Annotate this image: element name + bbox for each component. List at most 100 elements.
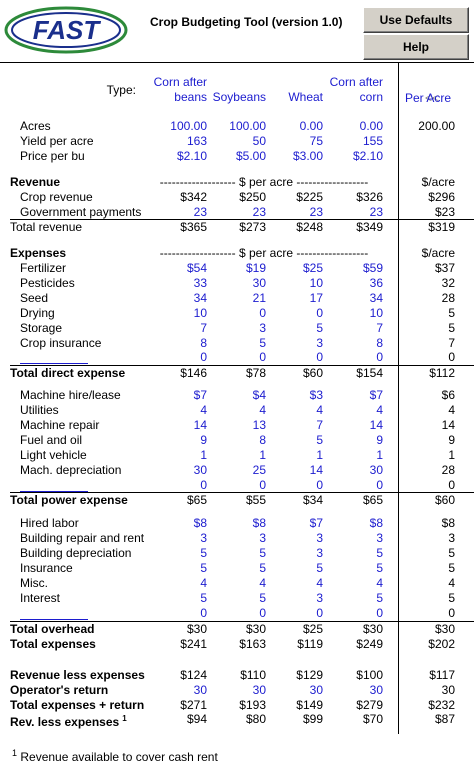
- cell-value: 7: [316, 418, 323, 432]
- row-label: Misc.: [20, 576, 48, 590]
- per-acre-value: 5: [448, 306, 455, 320]
- cell-value: 5: [200, 591, 207, 605]
- row-label: Price per bu: [20, 149, 85, 163]
- per-acre-value: 9: [448, 433, 455, 447]
- row-label-text: Yield per acre: [20, 134, 94, 148]
- cell-value: 0.00: [299, 119, 323, 133]
- cell-value: 0: [316, 478, 323, 492]
- cell-value: 0: [376, 350, 383, 364]
- row-label-text: Building repair and rent: [20, 531, 145, 545]
- row-label-text: Operator's return: [10, 683, 109, 697]
- total-rule: [10, 219, 474, 220]
- row-label: Total direct expense: [10, 366, 125, 380]
- cell-value: $80: [245, 712, 266, 726]
- per-acre-value: $87: [434, 712, 455, 726]
- cell-value: 5: [259, 591, 266, 605]
- cell-value: 0: [316, 606, 323, 620]
- total-rule: [10, 621, 474, 622]
- cell-value: $7: [193, 388, 207, 402]
- blank-row-underline: [20, 363, 88, 364]
- cell-value: 5: [316, 561, 323, 575]
- per-acre-value: 4: [448, 576, 455, 590]
- blank-row-underline: [20, 491, 88, 492]
- cell-value: $25: [302, 261, 323, 275]
- cell-value: $3.00: [292, 149, 323, 163]
- cell-value: 5: [376, 561, 383, 575]
- cell-value: 0: [259, 478, 266, 492]
- row-label-text: Seed: [20, 291, 49, 305]
- cell-value: $55: [245, 493, 266, 507]
- row-label: Machine repair: [20, 418, 99, 432]
- cell-value: $124: [180, 668, 207, 682]
- cell-value: $8: [369, 516, 383, 530]
- row-label-text: Expenses: [10, 246, 67, 260]
- cell-value: $110: [240, 668, 266, 682]
- cell-value: 4: [316, 403, 323, 417]
- cell-value: 8: [376, 336, 383, 350]
- cell-value: 7: [200, 321, 207, 335]
- cell-value: $249: [356, 637, 383, 651]
- row-label: Expenses: [10, 246, 66, 260]
- row-label-text: Machine repair: [20, 418, 100, 432]
- cell-value: 4: [259, 576, 266, 590]
- cell-value: 4: [200, 403, 207, 417]
- row-label: Building depreciation: [20, 546, 131, 560]
- per-acre-value: 5: [448, 591, 455, 605]
- per-acre-value: $232: [428, 698, 455, 712]
- per-acre-value: 4: [448, 403, 455, 417]
- cell-value: 155: [362, 134, 383, 148]
- cell-value: 30: [309, 683, 323, 697]
- cell-value: $225: [296, 190, 323, 204]
- cell-value: 3: [316, 591, 323, 605]
- cell-value: 4: [316, 576, 323, 590]
- per-acre-value: 14: [441, 418, 455, 432]
- cell-value: $60: [302, 366, 323, 380]
- row-label-text: Crop revenue: [20, 190, 93, 204]
- cell-value: 8: [259, 433, 266, 447]
- unit-span: ------------------- $ per acre ---------…: [159, 246, 369, 260]
- per-acre-value: 28: [441, 291, 455, 305]
- row-label-text: Total revenue: [10, 220, 83, 234]
- row-label-text: Total overhead: [10, 622, 95, 636]
- cell-value: 14: [309, 463, 323, 477]
- per-acre-value: $117: [429, 668, 455, 682]
- row-label-text: Light vehicle: [20, 448, 87, 462]
- cell-value: $65: [186, 493, 207, 507]
- cell-value: $193: [239, 698, 266, 712]
- cell-value: 30: [369, 463, 383, 477]
- row-label: Interest: [20, 591, 60, 605]
- cell-value: $100: [356, 668, 383, 682]
- logo-text: FAST: [33, 15, 102, 45]
- row-label-text: Interest: [20, 591, 61, 605]
- cell-value: $163: [239, 637, 266, 651]
- per-acre-value: 30: [441, 683, 455, 697]
- cell-value: 75: [309, 134, 323, 148]
- type-label: Type:: [106, 83, 136, 97]
- per-acre-value: $296: [428, 190, 455, 204]
- use-defaults-button[interactable]: Use Defaults: [363, 7, 469, 33]
- cell-value: 5: [316, 433, 323, 447]
- per-acre-value: $/acre: [421, 175, 455, 189]
- row-label-text: Acres: [20, 119, 51, 133]
- cell-value: 3: [316, 531, 323, 545]
- cell-value: $279: [356, 698, 383, 712]
- help-button[interactable]: Help: [363, 34, 469, 60]
- row-label: Drying: [20, 306, 55, 320]
- cell-value: 34: [369, 291, 383, 305]
- per-acre-value: 32: [441, 276, 455, 290]
- row-label-text: Revenue less expenses: [10, 668, 145, 682]
- cell-value: 5: [259, 561, 266, 575]
- cell-value: $25: [302, 622, 323, 636]
- cell-value: $154: [356, 366, 383, 380]
- cell-value: $54: [186, 261, 207, 275]
- cell-value: 1: [376, 448, 383, 462]
- cell-value: $59: [362, 261, 383, 275]
- collapse-toggle[interactable]: <<: [425, 91, 440, 105]
- column-header: Wheat: [288, 90, 323, 104]
- cell-value: 23: [309, 205, 323, 219]
- footnote: 1 Revenue available to cover cash rent: [12, 746, 218, 763]
- cell-value: 34: [193, 291, 207, 305]
- per-acre-value: $8: [441, 516, 455, 530]
- footnote-text: Revenue available to cover cash rent: [20, 750, 218, 763]
- cell-value: 50: [252, 134, 266, 148]
